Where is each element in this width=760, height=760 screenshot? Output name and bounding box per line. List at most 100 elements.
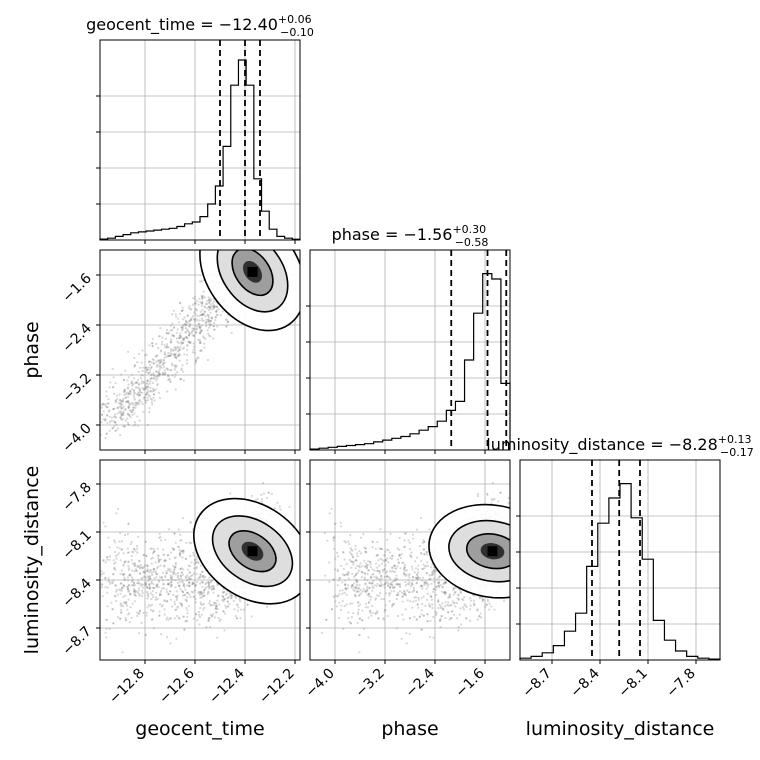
scatter-point [133, 364, 136, 367]
scatter-point [152, 361, 155, 365]
scatter-point [158, 580, 161, 583]
scatter-point [124, 408, 127, 411]
scatter-point [154, 598, 157, 601]
scatter-point [136, 565, 139, 569]
scatter-point [122, 405, 125, 408]
scatter-point [221, 594, 224, 597]
scatter-point [201, 313, 204, 316]
scatter-point [124, 616, 127, 620]
scatter-point [133, 365, 136, 368]
scatter-point [189, 521, 192, 524]
scatter-point [123, 560, 126, 564]
scatter-point [253, 248, 255, 250]
scatter-point [107, 536, 110, 539]
scatter-point [217, 617, 220, 620]
scatter-point [122, 400, 125, 403]
scatter-point [260, 500, 263, 503]
scatter-point [200, 313, 203, 316]
scatter-point [165, 345, 168, 348]
scatter-point [149, 390, 152, 393]
scatter-point [184, 324, 187, 327]
scatter-point [107, 579, 110, 583]
scatter-point [115, 588, 119, 592]
scatter-point [207, 305, 211, 308]
scatter-point [207, 591, 210, 594]
scatter-point [142, 570, 145, 573]
scatter-point [186, 314, 189, 317]
scatter-point [183, 337, 186, 340]
scatter-point [209, 306, 212, 309]
scatter-point [151, 358, 154, 361]
scatter-point [124, 408, 127, 411]
scatter-point [158, 536, 161, 540]
scatter-point [131, 384, 134, 387]
scatter-point [184, 331, 187, 334]
scatter-point [174, 573, 177, 576]
scatter-point [225, 318, 228, 321]
scatter-point [213, 300, 216, 303]
scatter-point [144, 399, 147, 402]
scatter-point [188, 325, 191, 328]
scatter-point [142, 397, 145, 400]
scatter-point [147, 366, 150, 369]
scatter-point [126, 547, 129, 550]
scatter-point [173, 375, 176, 378]
scatter-point [157, 579, 160, 582]
scatter-point [236, 244, 238, 246]
scatter-point [169, 341, 172, 344]
scatter-point [147, 394, 150, 397]
scatter-point [159, 593, 162, 597]
scatter-point [123, 388, 126, 391]
scatter-point [149, 368, 152, 371]
scatter-point [162, 362, 165, 365]
scatter-point [152, 567, 155, 570]
scatter-point [155, 584, 158, 588]
scatter-point [127, 522, 130, 525]
scatter-point [133, 591, 136, 594]
scatter-point [156, 383, 159, 386]
scatter-point [174, 349, 177, 352]
scatter-point [144, 575, 147, 578]
scatter-point [178, 359, 181, 362]
scatter-point [173, 364, 176, 368]
scatter-point [131, 550, 134, 553]
scatter-point [175, 608, 178, 612]
scatter-point [115, 429, 118, 432]
scatter-point [177, 528, 180, 531]
scatter-point [228, 602, 231, 605]
scatter-point [178, 334, 181, 337]
scatter-point [193, 295, 197, 298]
scatter-point [120, 548, 123, 552]
scatter-point [225, 325, 228, 328]
scatter-point [183, 593, 186, 597]
scatter-point [158, 558, 161, 562]
scatter-point [114, 399, 117, 402]
scatter-point [131, 373, 134, 376]
scatter-point [106, 422, 109, 425]
scatter-point [134, 401, 137, 404]
scatter-point [154, 388, 157, 391]
scatter-point [132, 424, 135, 427]
scatter-point [263, 246, 265, 248]
scatter-point [163, 373, 166, 376]
scatter-point [124, 393, 128, 396]
scatter-point [163, 599, 166, 602]
scatter-point [179, 301, 182, 304]
scatter-point [160, 605, 163, 608]
scatter-point [207, 332, 210, 335]
scatter-point [182, 318, 185, 321]
scatter-point [174, 346, 177, 349]
scatter-point [264, 242, 266, 244]
scatter-point [200, 581, 203, 584]
scatter-point [182, 549, 185, 552]
scatter-point [114, 400, 118, 403]
scatter-point [169, 642, 172, 645]
scatter-point [154, 561, 157, 564]
scatter-point [126, 588, 130, 591]
scatter-point [121, 412, 125, 415]
scatter-point [159, 592, 162, 595]
scatter-point [139, 377, 142, 380]
scatter-point [148, 583, 151, 586]
scatter-point [140, 566, 143, 569]
scatter-point [156, 547, 159, 550]
